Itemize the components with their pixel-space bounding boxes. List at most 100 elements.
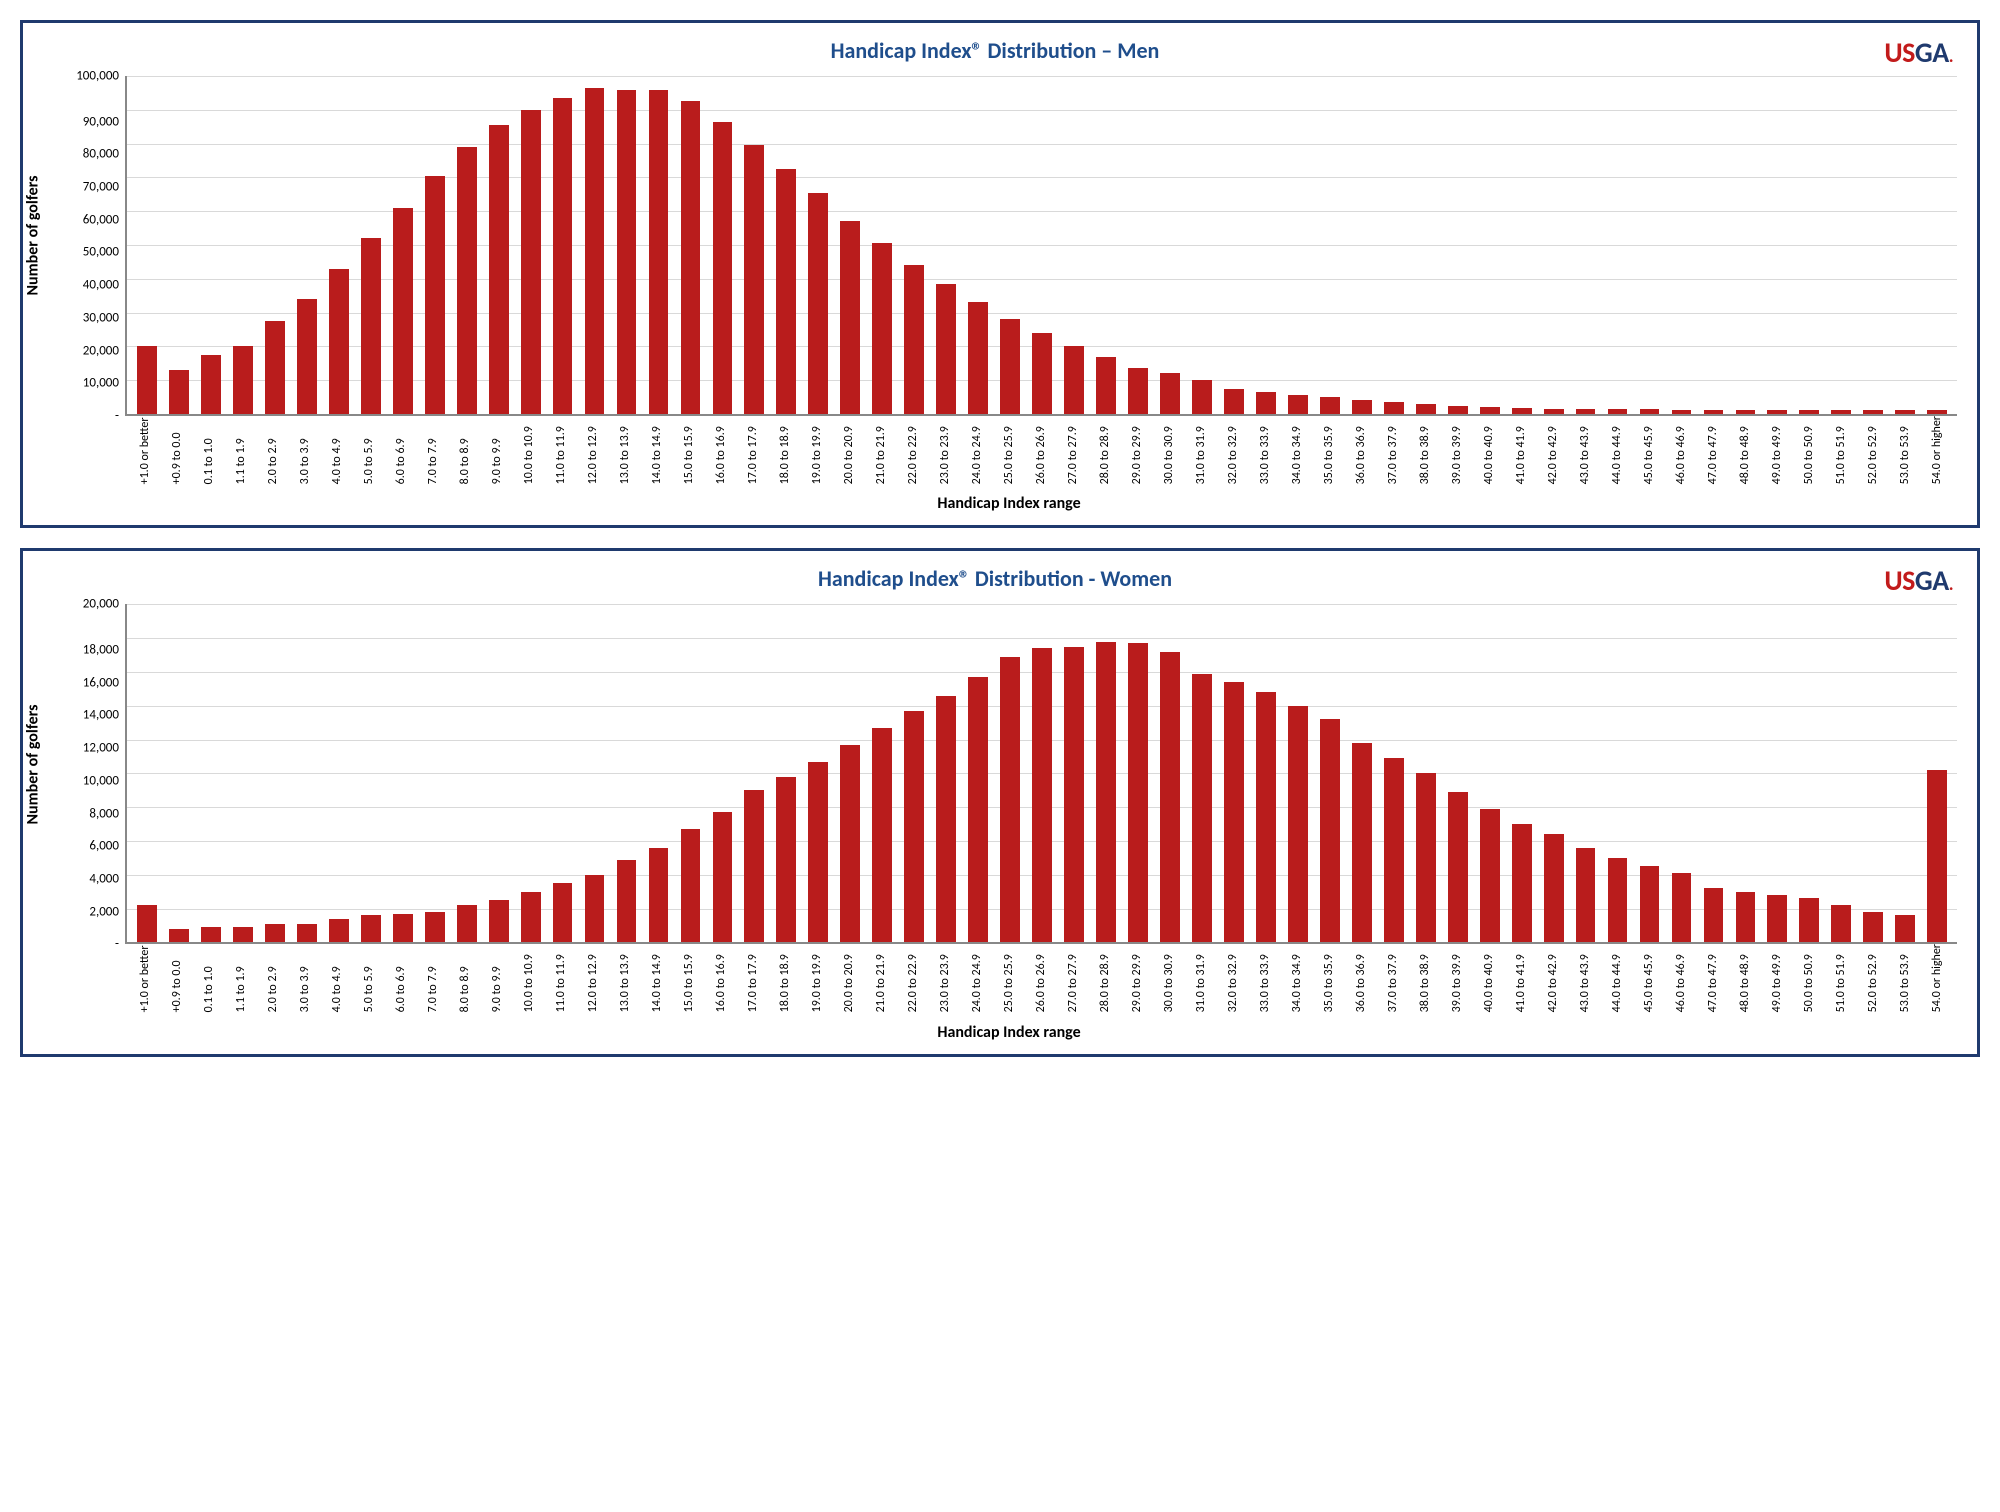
bar xyxy=(553,98,573,414)
bar-slot xyxy=(898,76,930,414)
y-tick: 100,000 xyxy=(76,70,119,83)
bar-slot xyxy=(738,76,770,414)
men-x-label: Handicap Index range xyxy=(61,494,1957,513)
bar-slot xyxy=(1761,76,1793,414)
bar-slot xyxy=(1889,604,1921,942)
bar xyxy=(617,860,637,943)
x-tick: 35.0 to 35.9 xyxy=(1313,944,1345,1016)
men-chart-title: Handicap Index® Distribution – Men xyxy=(33,37,1957,64)
x-tick: 20.0 to 20.9 xyxy=(833,416,865,488)
bar xyxy=(1767,895,1787,942)
bar xyxy=(521,110,541,414)
bar-slot xyxy=(1378,604,1410,942)
x-tick: 46.0 to 46.9 xyxy=(1665,944,1697,1016)
logo-us: US xyxy=(1884,563,1915,598)
bar-slot xyxy=(738,604,770,942)
bar xyxy=(1831,410,1851,414)
bar-slot xyxy=(227,604,259,942)
bar xyxy=(393,914,413,943)
bar-slot xyxy=(1761,604,1793,942)
men-plot-area xyxy=(125,76,1957,416)
bar-slot xyxy=(1282,604,1314,942)
x-tick: 9.0 to 9.9 xyxy=(481,944,513,1016)
x-tick: 48.0 to 48.9 xyxy=(1729,416,1761,488)
x-tick: 8.0 to 8.9 xyxy=(449,944,481,1016)
bar-slot xyxy=(1729,604,1761,942)
y-tick: - xyxy=(115,409,119,422)
bar xyxy=(1096,642,1116,943)
bar-slot xyxy=(1474,604,1506,942)
bar xyxy=(1320,719,1340,942)
x-tick: 0.1 to 1.0 xyxy=(193,416,225,488)
x-tick: 49.0 to 49.9 xyxy=(1761,944,1793,1016)
bar-slot xyxy=(1026,76,1058,414)
bar xyxy=(1640,866,1660,942)
x-tick: 3.0 to 3.9 xyxy=(289,944,321,1016)
bar-slot xyxy=(1666,604,1698,942)
y-tick: 90,000 xyxy=(83,115,119,128)
bar xyxy=(553,883,573,942)
bar xyxy=(1224,389,1244,414)
bar xyxy=(1000,319,1020,414)
x-tick: 7.0 to 7.9 xyxy=(417,416,449,488)
bar-slot xyxy=(387,76,419,414)
x-tick: 24.0 to 24.9 xyxy=(961,944,993,1016)
y-tick: 30,000 xyxy=(83,311,119,324)
bar xyxy=(265,321,285,414)
bar-slot xyxy=(195,604,227,942)
bar-slot xyxy=(1218,604,1250,942)
bar-slot xyxy=(547,76,579,414)
x-tick: 7.0 to 7.9 xyxy=(417,944,449,1016)
x-tick: 10.0 to 10.9 xyxy=(513,416,545,488)
y-tick: 18,000 xyxy=(83,644,119,657)
bar-slot xyxy=(1474,76,1506,414)
bar xyxy=(968,677,988,942)
men-y-ticks: 100,00090,00080,00070,00060,00050,00040,… xyxy=(61,76,125,416)
x-tick: 18.0 to 18.9 xyxy=(769,416,801,488)
bar-slot xyxy=(1602,604,1634,942)
bar xyxy=(1256,692,1276,942)
bar xyxy=(1480,407,1500,414)
bar xyxy=(1480,809,1500,943)
x-tick: 36.0 to 36.9 xyxy=(1345,416,1377,488)
bar-slot xyxy=(643,76,675,414)
x-tick: 28.0 to 28.9 xyxy=(1089,944,1121,1016)
bar xyxy=(201,927,221,942)
bar-slot xyxy=(579,76,611,414)
x-tick: 19.0 to 19.9 xyxy=(801,944,833,1016)
bar xyxy=(1704,888,1724,942)
x-tick: 34.0 to 34.9 xyxy=(1281,944,1313,1016)
bar xyxy=(1032,648,1052,942)
bar-slot xyxy=(994,604,1026,942)
bar xyxy=(1799,898,1819,942)
bar xyxy=(297,924,317,943)
x-tick: 15.0 to 15.9 xyxy=(673,416,705,488)
bar-slot xyxy=(547,604,579,942)
usga-logo: USGA. xyxy=(1884,35,1953,70)
x-tick: 21.0 to 21.9 xyxy=(865,944,897,1016)
x-tick: 26.0 to 26.9 xyxy=(1025,944,1057,1016)
bar xyxy=(872,728,892,943)
bar-slot xyxy=(355,76,387,414)
bar-slot xyxy=(1122,604,1154,942)
bar xyxy=(1352,400,1372,414)
bar-slot xyxy=(770,604,802,942)
bar xyxy=(1160,373,1180,414)
x-tick: +1.0 or better xyxy=(129,416,161,488)
bar-slot xyxy=(674,604,706,942)
bar xyxy=(1448,792,1468,942)
y-tick: 40,000 xyxy=(83,279,119,292)
bar xyxy=(393,208,413,414)
x-tick: 14.0 to 14.9 xyxy=(641,944,673,1016)
x-tick: 38.0 to 38.9 xyxy=(1409,944,1441,1016)
women-x-label: Handicap Index range xyxy=(61,1023,1957,1042)
x-tick: 45.0 to 45.9 xyxy=(1633,944,1665,1016)
x-tick: 32.0 to 32.9 xyxy=(1217,416,1249,488)
x-tick: 1.1 to 1.9 xyxy=(225,416,257,488)
bar xyxy=(265,924,285,943)
bar-slot xyxy=(834,76,866,414)
bar-slot xyxy=(1921,76,1953,414)
bar xyxy=(521,892,541,943)
bar xyxy=(872,243,892,414)
bar xyxy=(1863,410,1883,414)
